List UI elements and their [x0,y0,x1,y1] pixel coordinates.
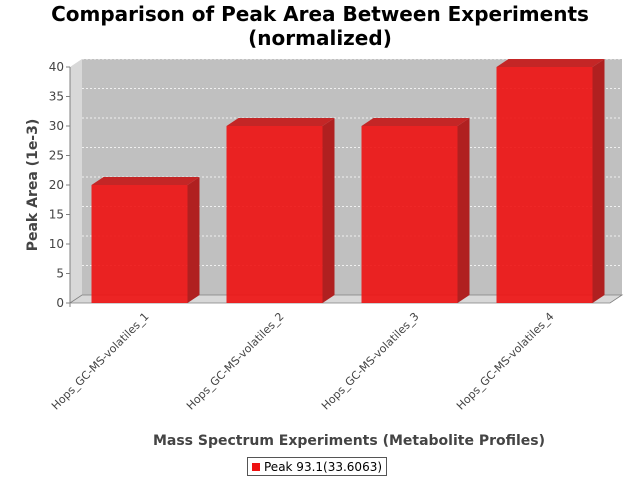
chart-title: Comparison of Peak Area Between Experime… [0,2,640,50]
y-tick-label: 5 [56,267,64,281]
y-tick-label: 0 [56,296,64,310]
y-tick-label: 20 [49,178,64,192]
bar [91,185,188,303]
x-tick-label: Hops_GC-MS-volatiles_3 [319,310,422,413]
bar-side [187,177,200,303]
y-axis-title: Peak Area (1e-3) [25,119,41,252]
y-tick-label: 40 [49,60,64,74]
legend-swatch [252,462,260,471]
chart-title-line-1: Comparison of Peak Area Between Experime… [51,2,589,26]
x-axis-title: Mass Spectrum Experiments (Metabolite Pr… [153,433,545,449]
x-tick-label: Hops_GC-MS-volatiles_2 [184,310,287,413]
bar-top [496,59,605,67]
plot-left-wall [70,59,82,303]
y-tick-label: 15 [49,208,64,222]
bar-side [322,118,335,303]
legend-label: Peak 93.1(33.6063) [264,459,383,474]
bar [361,126,458,303]
bar-side [592,59,605,303]
bar [226,126,323,303]
bar [496,67,593,303]
bar-side [457,118,470,303]
bar-top [226,118,335,126]
bar-top [91,177,200,185]
y-tick-label: 10 [49,237,64,251]
y-tick-label: 30 [49,119,64,133]
chart-title-line-2: (normalized) [248,26,392,50]
x-tick-label: Hops_GC-MS-volatiles_1 [49,310,152,413]
y-tick-label: 35 [49,90,64,104]
y-tick-label: 25 [49,149,64,163]
x-tick-label: Hops_GC-MS-volatiles_4 [454,310,557,413]
bar-top [361,118,470,126]
chart-legend: Peak 93.1(33.6063) [247,457,388,476]
